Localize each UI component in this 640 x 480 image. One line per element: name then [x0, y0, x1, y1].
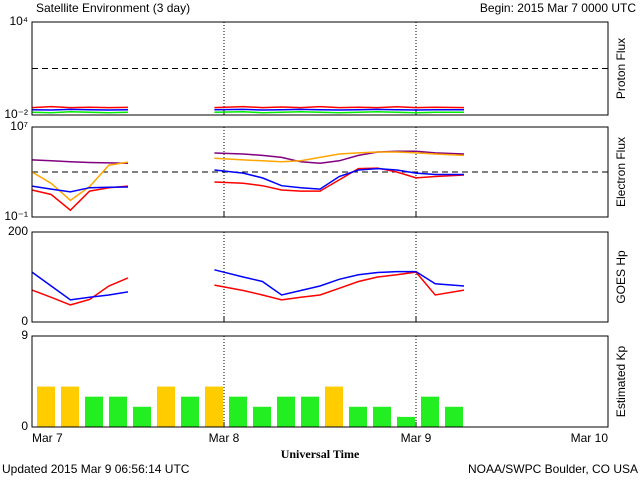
panel-frame — [31, 335, 609, 428]
bar — [229, 396, 247, 427]
credit: NOAA/SWPC Boulder, CO USA — [468, 462, 638, 476]
bar — [61, 386, 79, 427]
x-tick-label: Mar 8 — [209, 431, 240, 445]
y-tick-label: 9 — [21, 328, 28, 342]
bar — [277, 396, 295, 427]
y-axis-title: Electron Flux — [614, 137, 628, 207]
updated-time: Updated 2015 Mar 9 06:56:14 UTC — [2, 462, 190, 476]
bar — [205, 386, 223, 427]
data-line — [31, 111, 464, 114]
panel-frame — [31, 21, 609, 116]
bar — [373, 406, 391, 427]
y-axis-title: Proton Flux — [614, 38, 628, 99]
data-line — [31, 108, 464, 111]
bar — [181, 396, 199, 427]
data-line — [31, 151, 465, 202]
bar — [85, 396, 103, 427]
y-tick-label: 0 — [21, 314, 28, 328]
bar — [325, 386, 343, 427]
y-tick-label: 10⁻² — [4, 107, 28, 121]
y-tick-label: 10⁷ — [10, 119, 28, 133]
bar — [109, 396, 127, 427]
y-tick-label: 200 — [8, 224, 28, 238]
bar — [301, 396, 319, 427]
panel-frame — [31, 231, 609, 323]
bar — [37, 386, 55, 427]
bar — [421, 396, 439, 427]
data-line — [31, 150, 465, 164]
bar — [445, 406, 463, 427]
x-axis-title: Universal Time — [281, 447, 360, 461]
bar — [397, 416, 415, 427]
y-axis-title: GOES Hp — [614, 250, 628, 304]
begin-time: Begin: 2015 Mar 7 0000 UTC — [480, 1, 636, 15]
bar — [157, 386, 175, 427]
x-tick-label: Mar 10 — [571, 431, 609, 445]
panel-frame — [31, 126, 609, 218]
x-tick-label: Mar 7 — [32, 431, 63, 445]
y-axis-title: Estimated Kp — [614, 345, 628, 417]
data-line — [31, 167, 464, 193]
chart-title: Satellite Environment (3 day) — [36, 1, 190, 15]
data-line — [31, 269, 465, 301]
bar — [253, 406, 271, 427]
bar — [349, 406, 367, 427]
data-line — [31, 105, 465, 109]
y-tick-label: 10⁻¹ — [4, 209, 28, 223]
y-tick-label: 10⁴ — [9, 14, 28, 28]
y-tick-label: 0 — [21, 419, 28, 433]
bar — [133, 406, 151, 427]
x-tick-label: Mar 9 — [401, 431, 432, 445]
